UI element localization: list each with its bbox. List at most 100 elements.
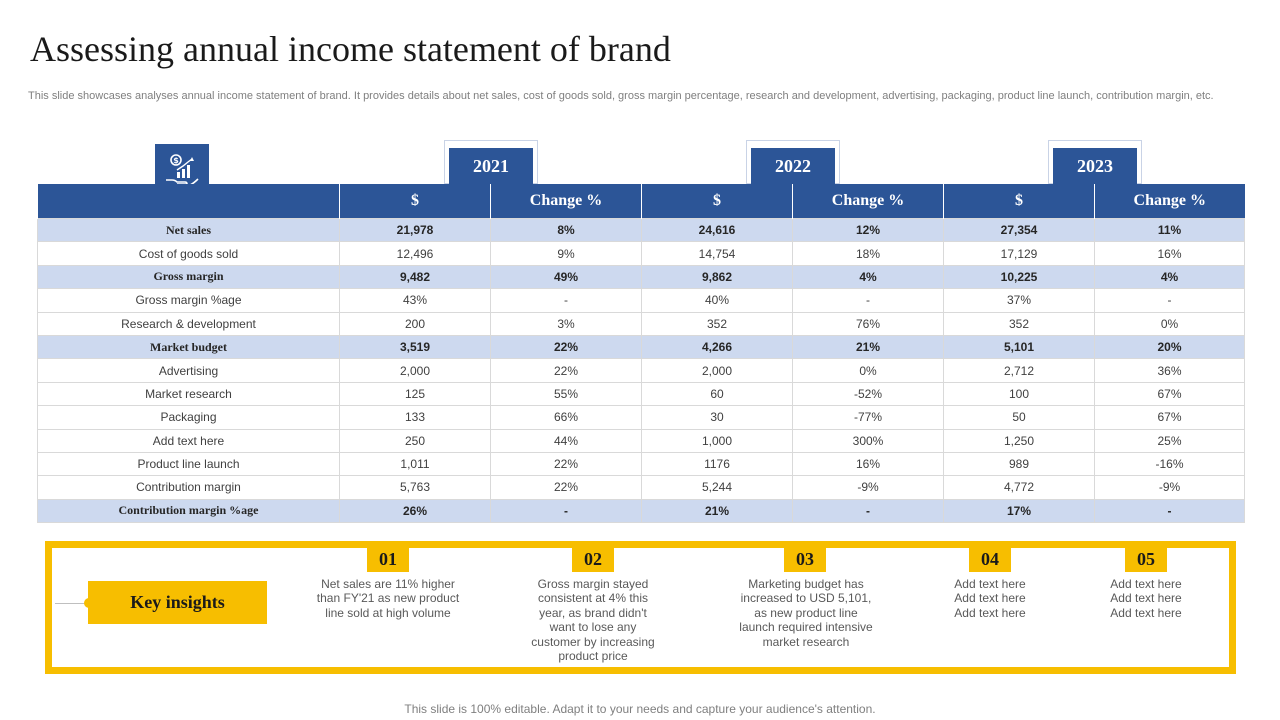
table-row: Net sales 21,978 8% 24,616 12% 27,354 11% [37, 217, 1245, 243]
table-cell: 22% [490, 451, 642, 477]
key-insights-panel [45, 541, 1236, 674]
table-row: Product line launch 1,011 22% 1176 16% 989 -16… [37, 451, 1245, 477]
row-label-cell: Advertising [37, 358, 340, 383]
table-cell: 27,354 [943, 217, 1095, 243]
table-cell: 1,011 [339, 451, 491, 477]
table-cell: -52% [792, 381, 944, 407]
table-row: Gross margin %age 43% -40% -37% - [37, 288, 1245, 313]
table-header-cell: Change % [490, 184, 642, 219]
table-cell: 24,616 [641, 217, 793, 243]
connector-line [55, 603, 89, 604]
table-cell: - [490, 288, 642, 313]
table-header-cell: $ [339, 184, 491, 219]
table-cell: 14,754 [641, 241, 793, 266]
table-row: Contribution margin 5,763 22% 5,244 -9% 4,772… [37, 475, 1245, 500]
insight-text: Net sales are 11% higher than FY'21 as n… [316, 577, 460, 620]
table-cell: 67% [1094, 405, 1245, 430]
table-cell: 44% [490, 428, 642, 453]
table-cell: -77% [792, 405, 944, 430]
row-label-cell: Net sales [37, 217, 340, 243]
table-cell: 55% [490, 381, 642, 407]
row-label-cell: Add text here [37, 428, 340, 453]
table-body: Net sales 21,978 8% 24,616 12% 27,354 11% Cost … [37, 217, 1245, 524]
table-cell: 1,250 [943, 428, 1095, 453]
insight-number-badge: 05 [1125, 547, 1167, 572]
table-row: Market budget 3,519 22% 4,266 21% 5,101 20% [37, 334, 1245, 360]
table-cell: - [1094, 498, 1245, 524]
row-label-cell: Market research [37, 381, 340, 407]
table-cell: 12,496 [339, 241, 491, 266]
table-cell: 26% [339, 498, 491, 524]
row-label-cell: Contribution margin [37, 475, 340, 500]
table-cell: 2,000 [641, 358, 793, 383]
table-cell: 76% [792, 311, 944, 336]
table-cell: - [792, 498, 944, 524]
table-cell: 49% [490, 264, 642, 290]
table-header-label-cell [37, 184, 340, 219]
table-cell: -16% [1094, 451, 1245, 477]
table-cell: 17,129 [943, 241, 1095, 266]
table-header-row: $ Change % $ Change % $ Change % [37, 184, 1245, 219]
table-row: Advertising 2,000 22% 2,000 0% 2,712 36% [37, 358, 1245, 383]
table-row: Gross margin 9,482 49% 9,862 4% 10,225 4% [37, 264, 1245, 290]
table-cell: 2,712 [943, 358, 1095, 383]
table-cell: -9% [1094, 475, 1245, 500]
income-statement-table: $ Change % $ Change % $ Change % Net sal… [37, 184, 1245, 524]
row-label-cell: Contribution margin %age [37, 498, 340, 524]
insight-text: Marketing budget has increased to USD 5,… [739, 577, 873, 649]
key-insights-label: Key insights [88, 581, 267, 624]
table-cell: 2,000 [339, 358, 491, 383]
table-cell: 37% [943, 288, 1095, 313]
insight-number-badge: 04 [969, 547, 1011, 572]
table-cell: 100 [943, 381, 1095, 407]
table-row: Market research 125 55% 60 -52% 100 67% [37, 381, 1245, 407]
table-cell: 4,772 [943, 475, 1095, 500]
insight-text: Add text here Add text here Add text her… [1110, 577, 1182, 620]
table-cell: 9,862 [641, 264, 793, 290]
table-row: Research & development 200 3% 352 76% 352 0% [37, 311, 1245, 336]
table-cell: -9% [792, 475, 944, 500]
table-header-cell: $ [943, 184, 1095, 219]
table-cell: 22% [490, 358, 642, 383]
table-cell: 10,225 [943, 264, 1095, 290]
table-header-cell: Change % [1094, 184, 1245, 219]
row-label-cell: Research & development [37, 311, 340, 336]
table-cell: 21,978 [339, 217, 491, 243]
table-cell: 5,763 [339, 475, 491, 500]
insight-number-badge: 01 [367, 547, 409, 572]
table-header-cell: Change % [792, 184, 944, 219]
table-row: Cost of goods sold 12,496 9% 14,754 18% 17,12… [37, 241, 1245, 266]
table-cell: 25% [1094, 428, 1245, 453]
table-cell: 250 [339, 428, 491, 453]
table-cell: 4% [792, 264, 944, 290]
table-cell: 43% [339, 288, 491, 313]
table-cell: 3% [490, 311, 642, 336]
table-cell: 17% [943, 498, 1095, 524]
table-cell: 50 [943, 405, 1095, 430]
table-cell: 125 [339, 381, 491, 407]
table-header-cell: $ [641, 184, 793, 219]
footer-note: This slide is 100% editable. Adapt it to… [404, 702, 876, 716]
table-cell: 36% [1094, 358, 1245, 383]
table-cell: 67% [1094, 381, 1245, 407]
table-cell: 12% [792, 217, 944, 243]
table-cell: 989 [943, 451, 1095, 477]
row-label-cell: Market budget [37, 334, 340, 360]
table-cell: 20% [1094, 334, 1245, 360]
year-tab-2022: 2022 [751, 148, 835, 184]
row-label-cell: Gross margin %age [37, 288, 340, 313]
table-cell: 133 [339, 405, 491, 430]
table-row: Contribution margin %age 26% -21% -17% - [37, 498, 1245, 524]
table-cell: 0% [792, 358, 944, 383]
svg-text:$: $ [173, 156, 179, 165]
insight-number-badge: 03 [784, 547, 826, 572]
year-tab-2021: 2021 [449, 148, 533, 184]
table-cell: 22% [490, 475, 642, 500]
table-cell: 16% [792, 451, 944, 477]
table-cell: 3,519 [339, 334, 491, 360]
insight-text: Gross margin stayed consistent at 4% thi… [531, 577, 655, 664]
table-cell: 9,482 [339, 264, 491, 290]
table-cell: 1176 [641, 451, 793, 477]
table-cell: 21% [641, 498, 793, 524]
row-label-cell: Product line launch [37, 451, 340, 477]
